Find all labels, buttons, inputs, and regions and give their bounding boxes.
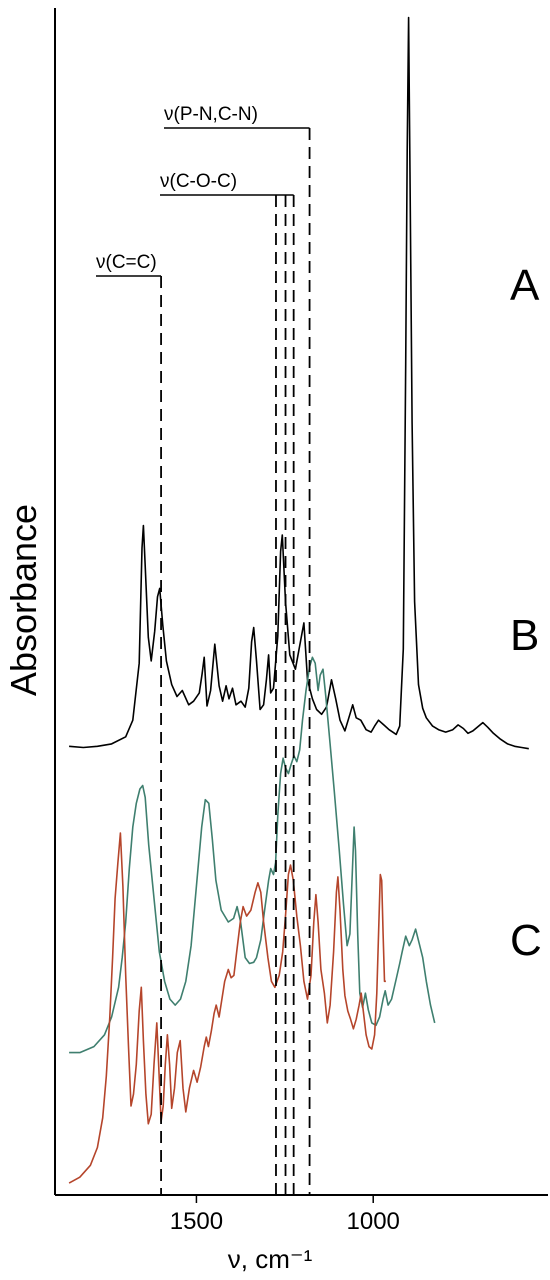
x-tick-label: 1500 [170, 1208, 223, 1235]
trace-label-b: B [510, 611, 539, 660]
spectrum-traces [68, 16, 529, 1184]
spectrum-trace-c [68, 832, 386, 1184]
band-annotation-label: ν(P-N,C-N) [164, 104, 258, 125]
x-tick-label: 1000 [347, 1208, 400, 1235]
trace-label-c: C [510, 916, 542, 965]
trace-labels: A B C [510, 261, 542, 965]
x-axis-ticks: 1500 1000 [170, 1195, 400, 1235]
spectrum-trace-a [69, 16, 529, 750]
band-annotation-label: ν(C=C) [96, 252, 157, 273]
band-dashed-lines [160, 128, 311, 1195]
axes [54, 8, 548, 1196]
x-axis-label: ν, cm⁻¹ [228, 1244, 313, 1274]
band-annotation-label: ν(C-O-C) [160, 171, 237, 192]
trace-label-a: A [510, 261, 540, 310]
spectrum-trace-b [69, 656, 436, 1054]
y-axis-label: Absorbance [3, 504, 44, 696]
band-annotations: ν(C=C) ν(C-O-C) ν(P-N,C-N) [96, 104, 310, 277]
